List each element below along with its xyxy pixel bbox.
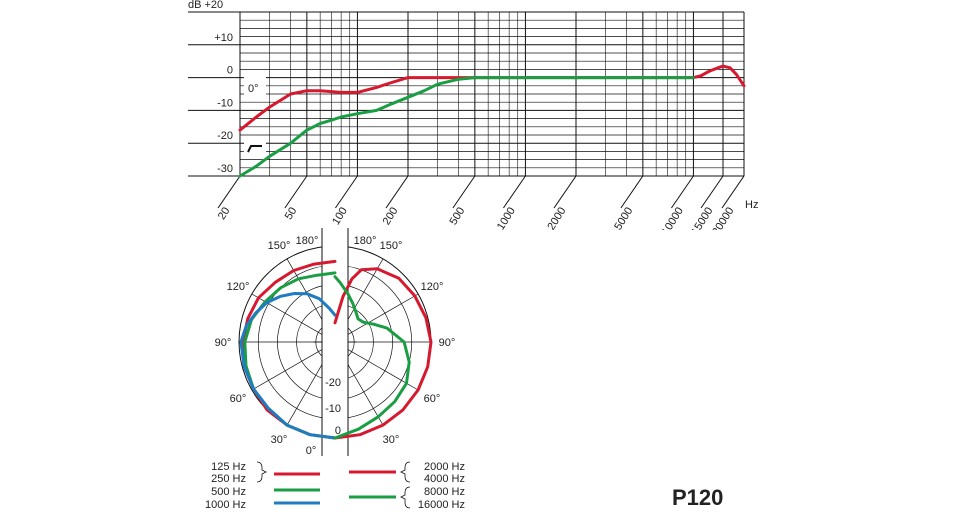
- polar-angle-label: 150°: [380, 240, 403, 252]
- x-tick-mark: [335, 175, 358, 209]
- legend-label: 500 Hz: [211, 486, 246, 498]
- polar-series: [239, 259, 433, 440]
- polar-radial-label: -20: [325, 377, 341, 389]
- polar-angle-label: 180°: [296, 235, 319, 247]
- x-tick-label: 20: [216, 205, 233, 222]
- x-tick-mark: [700, 175, 724, 209]
- frequency-response-chart: dB +20+100-10-20-30 20 50 100 200 500 1000 200…: [188, 0, 758, 230]
- polar-curve: [333, 275, 411, 440]
- legend-brace: [256, 461, 267, 483]
- y-tick-label: 0: [227, 65, 233, 77]
- polar-angle-label: 0°: [306, 445, 317, 457]
- polar-spoke: [251, 347, 326, 391]
- legend-brace: [400, 461, 411, 483]
- angle-annotation-label: 0°: [248, 83, 259, 95]
- frequency-y-tick-labels: dB +20 +10 0 -10 -20 -30: [188, 0, 233, 175]
- legend-label: 250 Hz: [211, 473, 246, 485]
- angle-annotation: 0°: [244, 77, 266, 97]
- model-name: P120: [672, 485, 724, 510]
- x-tick-label: 50: [283, 205, 300, 222]
- polar-angle-label: 30°: [271, 434, 288, 446]
- low-cut-icon: [244, 138, 266, 156]
- polar-radial-label: 0: [335, 425, 341, 437]
- x-tick-mark: [217, 175, 241, 209]
- legend-brace: [400, 486, 411, 509]
- polar-curve: [239, 292, 337, 440]
- y-tick-label: +10: [214, 32, 233, 44]
- polar-angle-label: 180°: [354, 235, 377, 247]
- polar-angle-label: 30°: [383, 434, 400, 446]
- legend-label: 16000 Hz: [418, 499, 465, 511]
- legend-label: 4000 Hz: [424, 473, 465, 485]
- frequency-series: [238, 64, 746, 178]
- y-tick-label: dB +20: [188, 0, 223, 11]
- polar-grid: [238, 228, 432, 456]
- polar-angle-label: 90°: [215, 337, 232, 349]
- polar-angle-label: 90°: [439, 337, 456, 349]
- polar-angle-label: 120°: [421, 281, 444, 293]
- y-tick-label: -30: [217, 163, 233, 175]
- x-tick-mark: [503, 175, 526, 209]
- polar-radial-label: -10: [325, 403, 341, 415]
- polar-angle-label: 60°: [230, 393, 247, 405]
- legend-label: 8000 Hz: [424, 486, 465, 498]
- low-cut-icon-shape: [247, 145, 262, 153]
- y-tick-label: -20: [217, 130, 233, 142]
- polar-spoke: [344, 293, 419, 337]
- polar-labels: 0°30°60°90°120°150° 180°30°60°90°120°150°…: [215, 235, 456, 457]
- x-tick-mark: [553, 175, 577, 209]
- x-tick-mark: [671, 175, 694, 209]
- legend-label: 125 Hz: [211, 461, 246, 473]
- annotation-box: [244, 77, 266, 97]
- y-tick-label: -10: [217, 97, 233, 109]
- x-tick-mark: [620, 175, 644, 209]
- x-tick-mark: [452, 175, 476, 209]
- center-strip: [322, 228, 348, 456]
- x-tick-mark: [721, 175, 745, 209]
- polar-angle-label: 60°: [424, 393, 441, 405]
- polar-angle-label: 120°: [227, 281, 250, 293]
- legend-label: 1000 Hz: [205, 499, 246, 511]
- frequency-x-axis-label: Hz: [745, 199, 758, 211]
- series-line: [238, 76, 695, 178]
- polar-angle-label: 150°: [268, 240, 291, 252]
- legend-label: 2000 Hz: [424, 461, 465, 473]
- x-tick-mark: [385, 175, 409, 209]
- x-tick-mark: [284, 175, 308, 209]
- polar-curve: [333, 267, 433, 440]
